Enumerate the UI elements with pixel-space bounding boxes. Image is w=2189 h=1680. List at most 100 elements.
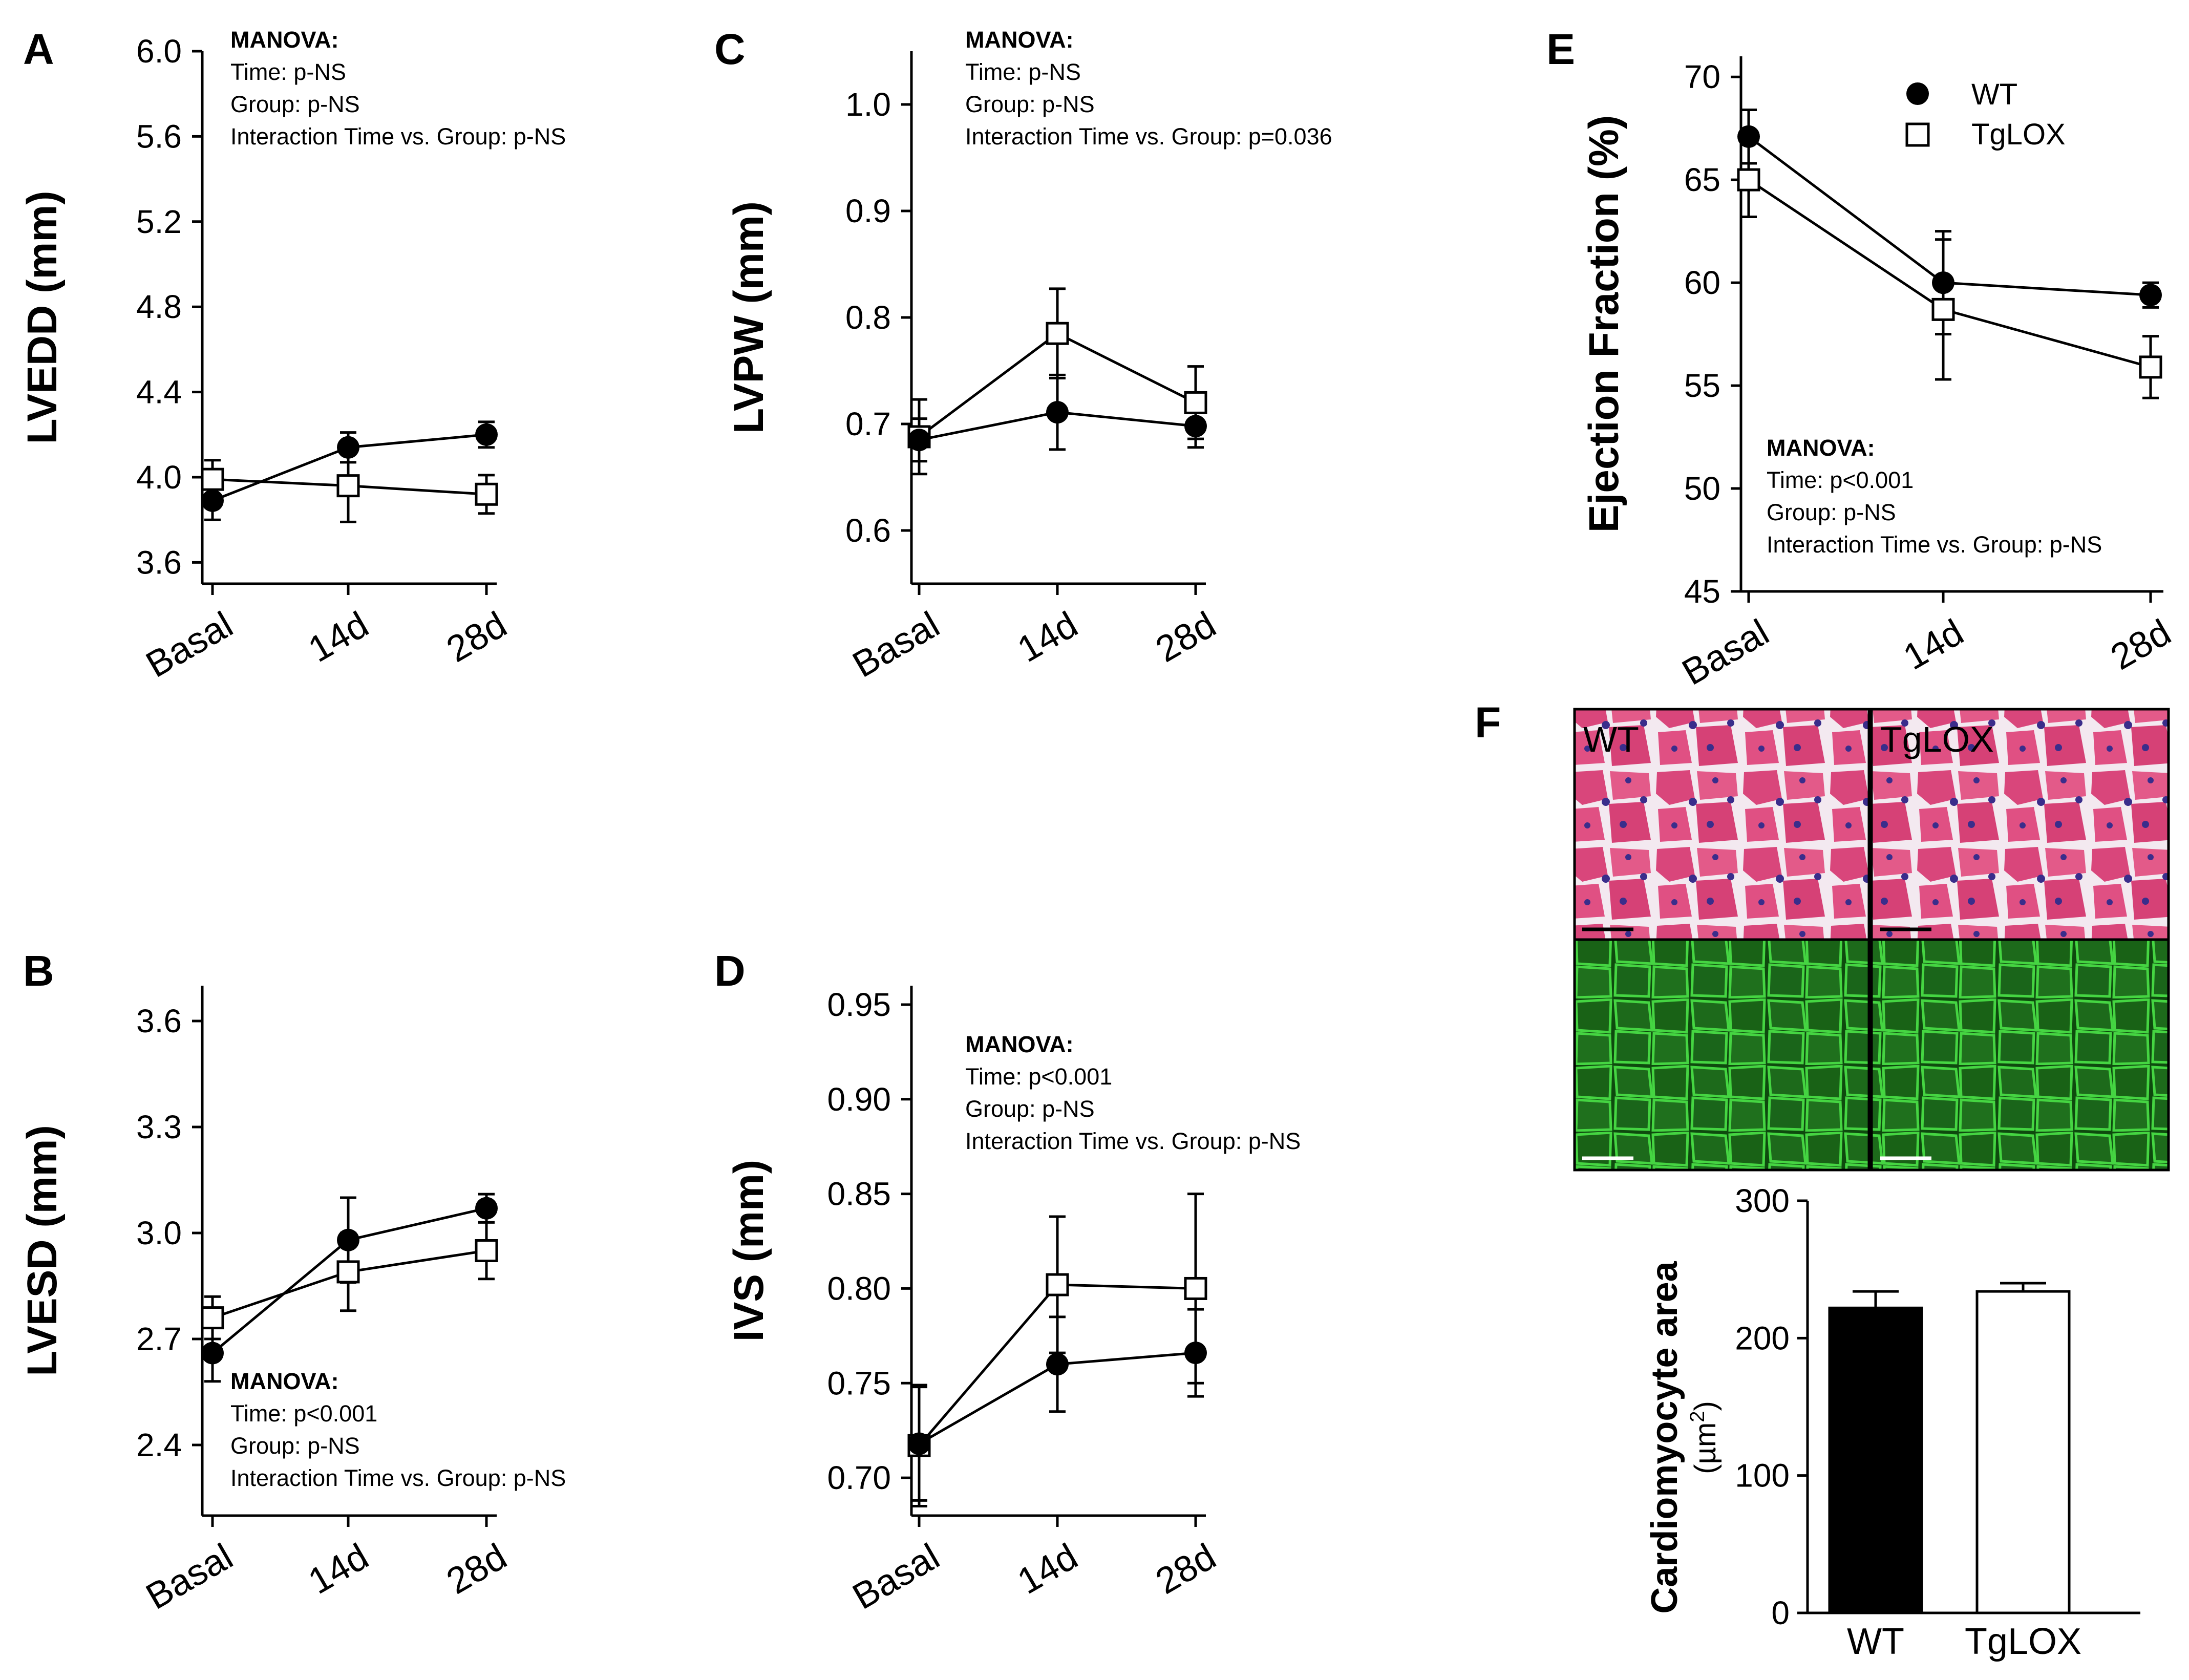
- y-tick-label: 4.0: [136, 459, 182, 496]
- x-tick-label: 28d: [1149, 1536, 1223, 1602]
- manova-annotation-line: MANOVA:: [1767, 435, 1875, 461]
- data-point-tglox: [336, 1260, 360, 1284]
- data-point-tglox: [1184, 391, 1207, 414]
- y-tick-label: 0.95: [827, 986, 891, 1023]
- y-axis-label: LVESD (mm): [19, 1125, 66, 1376]
- y-tick-label: 60: [1684, 264, 1720, 301]
- y-tick-label: 2.7: [136, 1321, 182, 1357]
- he-image-wt: [1573, 708, 1871, 941]
- data-point-wt: [201, 1342, 224, 1365]
- data-point-wt: [1046, 1353, 1069, 1376]
- data-point-wt: [1184, 1342, 1207, 1365]
- y-tick-label: 4.8: [136, 288, 182, 325]
- x-tick-label: Basal: [139, 604, 240, 686]
- data-point-tglox: [1184, 1277, 1207, 1300]
- y-tick-label: 3.0: [136, 1215, 182, 1251]
- legend-label-tglox: TgLOX: [1971, 118, 2066, 151]
- data-point-tglox: [201, 467, 224, 491]
- data-point-wt: [2139, 284, 2162, 307]
- y-tick-label: 0.70: [827, 1459, 891, 1496]
- manova-annotation-line: Interaction Time vs. Group: p-NS: [965, 1128, 1301, 1154]
- data-point-tglox: [1737, 168, 1760, 192]
- x-tick-label: Basal: [846, 604, 946, 686]
- y-tick-label: 1.0: [845, 86, 891, 123]
- chart-panel-c-lvpw: 0.6 0.7 0.8 0.9 1.0 Basal 14d 28d LVPW (mm) MANOV…: [726, 27, 1332, 686]
- y-tick-label: 0.75: [827, 1365, 891, 1401]
- bar-tglox: [1975, 1290, 2071, 1614]
- manova-annotation-line: MANOVA:: [965, 27, 1074, 53]
- x-tick-label: 14d: [1897, 612, 1970, 678]
- data-point-tglox: [336, 474, 360, 498]
- y-tick-label: 200: [1735, 1320, 1790, 1356]
- data-point-tglox: [1931, 297, 1955, 321]
- panel-letter-f: F: [1475, 698, 1501, 747]
- y-tick-label: 0.90: [827, 1081, 891, 1118]
- histology-label-tglox: TgLOX: [1880, 719, 1994, 759]
- x-tick-label: 14d: [1011, 1536, 1085, 1602]
- x-tick-label: Basal: [1675, 612, 1776, 693]
- data-point-wt: [1046, 401, 1069, 424]
- manova-annotation-line: Group: p-NS: [1767, 499, 1896, 525]
- y-tick-label: 5.2: [136, 203, 182, 240]
- chart-panel-b-lvesd: 2.4 2.7 3.0 3.3 3.6 Basal 14d 28d LVESD (mm) MANO…: [19, 986, 566, 1618]
- panel-letter-c: C: [714, 25, 746, 73]
- x-tick-label: 28d: [440, 1536, 514, 1602]
- data-point-wt: [201, 489, 224, 512]
- data-point-wt: [1932, 271, 1954, 294]
- wga-image-tglox: [1870, 938, 2170, 1172]
- y-tick-label: 3.6: [136, 544, 182, 581]
- data-point-wt: [908, 1432, 930, 1455]
- y-tick-label: 0.8: [845, 299, 891, 336]
- y-axis-label: Cardiomyocyte area: [1644, 1261, 1685, 1613]
- y-tick-label: 55: [1684, 367, 1720, 404]
- histology-label-wt: WT: [1583, 719, 1639, 759]
- x-tick-label: 28d: [440, 604, 514, 670]
- y-tick-label: 0: [1771, 1594, 1790, 1631]
- y-tick-label: 5.6: [136, 118, 182, 155]
- he-image-tglox: [1870, 708, 2170, 941]
- y-tick-label: 0.85: [827, 1176, 891, 1213]
- manova-annotation-line: Interaction Time vs. Group: p-NS: [230, 1465, 566, 1491]
- manova-annotation-line: Time: p<0.001: [230, 1400, 377, 1427]
- chart-panel-d-ivs: 0.70 0.75 0.80 0.85 0.90 0.95 Basal 14d 28d IVS (…: [726, 986, 1301, 1618]
- manova-annotation-line: Time: p<0.001: [965, 1064, 1112, 1090]
- series-line-wt: [1748, 135, 2151, 296]
- data-point-wt: [1737, 125, 1760, 148]
- data-point-tglox: [475, 482, 498, 506]
- manova-annotation-line: Group: p-NS: [230, 1433, 360, 1459]
- y-tick-label: 50: [1684, 470, 1720, 507]
- y-axis-label: IVS (mm): [726, 1160, 772, 1342]
- y-tick-label: 0.6: [845, 512, 891, 549]
- y-axis-unit: (µm2): [1686, 1401, 1722, 1474]
- manova-annotation-line: MANOVA:: [965, 1031, 1074, 1057]
- manova-annotation-line: MANOVA:: [230, 27, 339, 53]
- y-tick-label: 300: [1735, 1182, 1790, 1219]
- chart-panel-e-ejection-fraction: 45 50 55 60 65 70 Basal 14d 28d Ejection Fraction…: [1581, 56, 2178, 693]
- y-tick-label: 0.80: [827, 1270, 891, 1307]
- panel-letter-e: E: [1546, 25, 1575, 73]
- y-tick-label: 45: [1684, 573, 1720, 610]
- y-tick-label: 6.0: [136, 33, 182, 70]
- manova-annotation-line: MANOVA:: [230, 1368, 339, 1394]
- manova-annotation-line: Group: p-NS: [965, 1096, 1095, 1122]
- manova-annotation-line: Group: p-NS: [230, 91, 360, 117]
- data-point-tglox: [475, 1239, 498, 1262]
- manova-annotation-line: Time: p-NS: [230, 59, 346, 85]
- histology-micrographs: WT TgLOX: [1573, 708, 2170, 1172]
- y-tick-label: 2.4: [136, 1427, 182, 1463]
- x-tick-label: Basal: [846, 1536, 946, 1618]
- manova-annotation-line: Interaction Time vs. Group: p-NS: [230, 123, 566, 150]
- manova-annotation-line: Time: p-NS: [965, 59, 1081, 85]
- data-point-wt: [1184, 415, 1207, 438]
- data-point-tglox: [2139, 355, 2162, 379]
- manova-annotation-line: Time: p<0.001: [1767, 467, 1914, 493]
- manova-annotation-line: Group: p-NS: [965, 91, 1095, 117]
- y-tick-label: 3.6: [136, 1003, 182, 1039]
- data-point-tglox: [201, 1306, 224, 1330]
- bar-wt: [1828, 1306, 1923, 1614]
- data-point-wt: [337, 436, 359, 459]
- data-point-tglox: [1046, 322, 1069, 345]
- chart-panel-f-cardiomyocyte-area: 0 100 200 300 WT TgLOX Cardiomyocyte area (µm2): [1644, 1182, 2140, 1662]
- x-tick-label: 14d: [302, 604, 375, 670]
